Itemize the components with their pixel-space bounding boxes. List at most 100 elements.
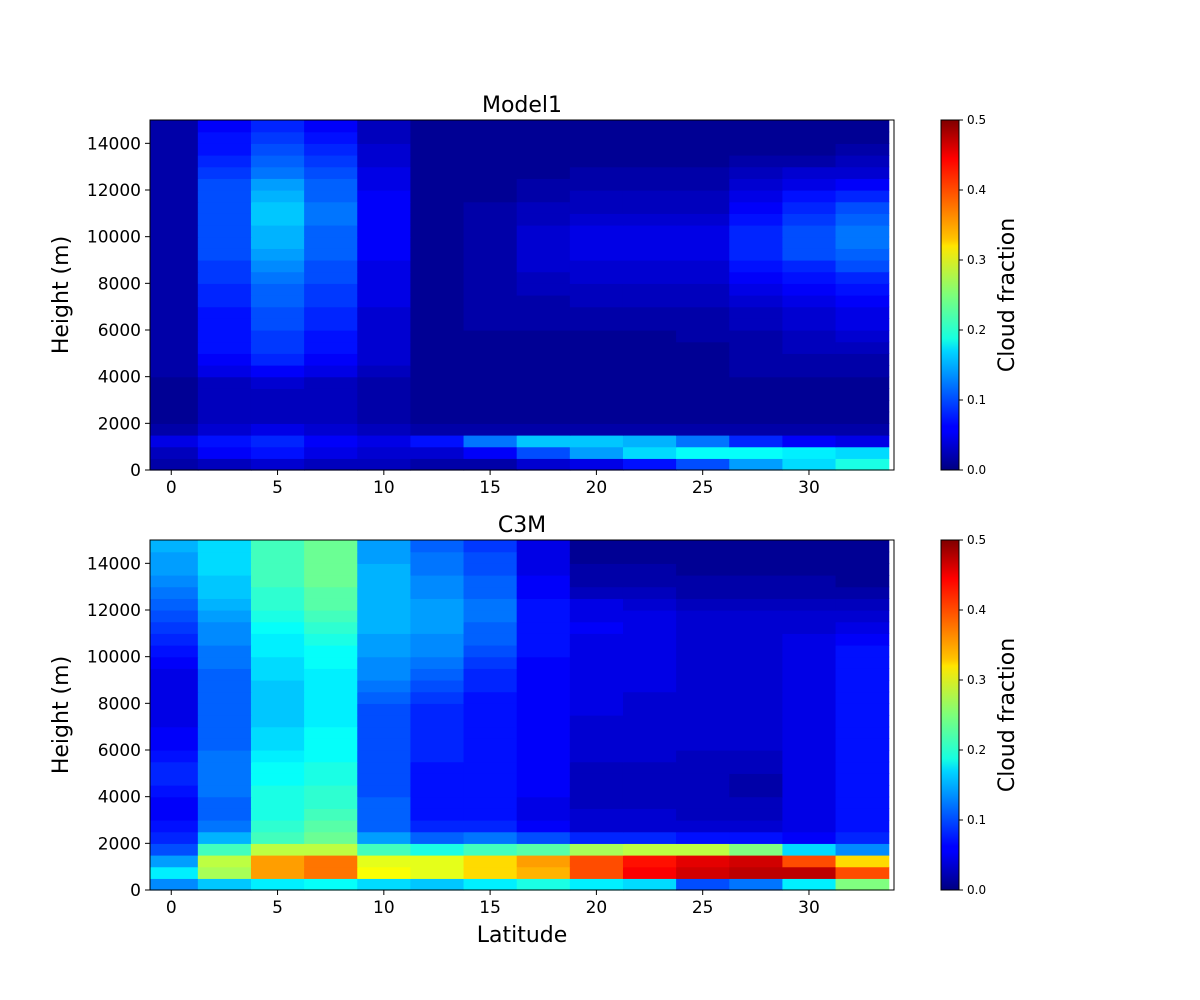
heatmap-cell <box>250 120 305 133</box>
heatmap-cell <box>357 178 411 191</box>
heatmap-cell <box>357 376 411 389</box>
heatmap-cell <box>516 785 571 798</box>
heatmap-cell <box>516 563 571 576</box>
colorbar-label: Cloud fraction <box>995 638 1020 792</box>
heatmap-cell <box>516 190 571 203</box>
heatmap-cell <box>622 166 677 179</box>
heatmap-cell <box>569 621 624 634</box>
heatmap-cell <box>463 365 518 378</box>
heatmap-cell <box>516 551 571 564</box>
heatmap-cell <box>197 213 252 226</box>
heatmap-cell <box>463 295 518 308</box>
heatmap-cell <box>835 855 890 868</box>
heatmap-cell <box>622 633 677 646</box>
heatmap-cell <box>197 691 252 704</box>
heatmap-cell <box>782 703 837 716</box>
heatmap-cell <box>569 738 624 751</box>
heatmap-cell <box>835 563 890 576</box>
heatmap-cell <box>676 680 730 693</box>
heatmap-cell <box>622 225 677 238</box>
heatmap-cell <box>357 586 411 599</box>
heatmap-cell <box>835 411 890 424</box>
heatmap-cell <box>835 318 890 331</box>
heatmap-cell <box>676 796 730 809</box>
heatmap-cell <box>729 306 783 319</box>
heatmap-cell <box>622 726 677 739</box>
heatmap-cell <box>729 563 783 576</box>
x-tick-label: 25 <box>692 478 714 498</box>
heatmap-cell <box>304 271 358 284</box>
heatmap-cell <box>150 155 199 168</box>
heatmap-cell <box>729 831 783 844</box>
heatmap-cell <box>782 271 837 284</box>
heatmap-cell <box>150 423 199 436</box>
heatmap-cell <box>622 575 677 588</box>
heatmap-cell <box>569 376 624 389</box>
heatmap-cell <box>357 213 411 226</box>
heatmap-cell <box>197 423 252 436</box>
heatmap-cell <box>782 831 837 844</box>
heatmap-cell <box>250 260 305 273</box>
heatmap-cell <box>357 248 411 261</box>
heatmap-cell <box>250 423 305 436</box>
heatmap-cell <box>410 225 465 238</box>
heatmap-cell <box>357 201 411 214</box>
heatmap-cell <box>197 878 252 891</box>
heatmap-cell <box>197 645 252 658</box>
heatmap-cell <box>782 166 837 179</box>
heatmap-cell <box>622 295 677 308</box>
heatmap-cell <box>150 411 199 424</box>
heatmap-cell <box>729 726 783 739</box>
heatmap-cell <box>676 668 730 681</box>
heatmap-cell <box>622 213 677 226</box>
heatmap-cell <box>463 540 518 553</box>
heatmap-cell <box>357 551 411 564</box>
heatmap-cell <box>622 423 677 436</box>
heatmap-cell <box>357 691 411 704</box>
heatmap-cell <box>410 668 465 681</box>
heatmap-cell <box>463 843 518 856</box>
heatmap-cell <box>410 446 465 459</box>
heatmap-cell <box>676 376 730 389</box>
heatmap-cell <box>622 306 677 319</box>
heatmap-cell <box>250 691 305 704</box>
heatmap-cell <box>622 271 677 284</box>
heatmap-cell <box>622 866 677 879</box>
heatmap-cell <box>410 598 465 611</box>
heatmap-cell <box>729 668 783 681</box>
heatmap-cell <box>463 668 518 681</box>
heatmap-cell <box>782 318 837 331</box>
heatmap-cell <box>569 178 624 191</box>
colorbar-tick-label: 0.0 <box>967 883 986 897</box>
heatmap-cell <box>729 143 783 156</box>
heatmap-cell <box>569 458 624 471</box>
heatmap-cell <box>410 656 465 669</box>
heatmap-cell <box>150 773 199 786</box>
heatmap-cell <box>463 283 518 296</box>
heatmap-cell <box>676 236 730 249</box>
heatmap-cell <box>250 610 305 623</box>
heatmap-cell <box>463 260 518 273</box>
heatmap-cell <box>622 446 677 459</box>
y-tick-label: 14000 <box>87 554 141 574</box>
heatmap-cell <box>410 155 465 168</box>
heatmap-cell <box>463 866 518 879</box>
heatmap-cell <box>516 680 571 693</box>
heatmap-cell <box>197 143 252 156</box>
heatmap-cell <box>676 178 730 191</box>
heatmap-cell <box>782 796 837 809</box>
heatmap-cell <box>463 376 518 389</box>
heatmap-cell <box>304 190 358 203</box>
heatmap-cell <box>782 785 837 798</box>
heatmap-cell <box>676 843 730 856</box>
heatmap-cell <box>782 855 837 868</box>
heatmap-cell <box>676 353 730 366</box>
heatmap-cell <box>304 750 358 763</box>
heatmap-cell <box>782 446 837 459</box>
heatmap-cell <box>676 120 730 133</box>
heatmap-cell <box>516 376 571 389</box>
heatmap-cell <box>304 866 358 879</box>
heatmap-cell <box>463 341 518 354</box>
heatmap-cell <box>410 318 465 331</box>
heatmap-cell <box>782 586 837 599</box>
